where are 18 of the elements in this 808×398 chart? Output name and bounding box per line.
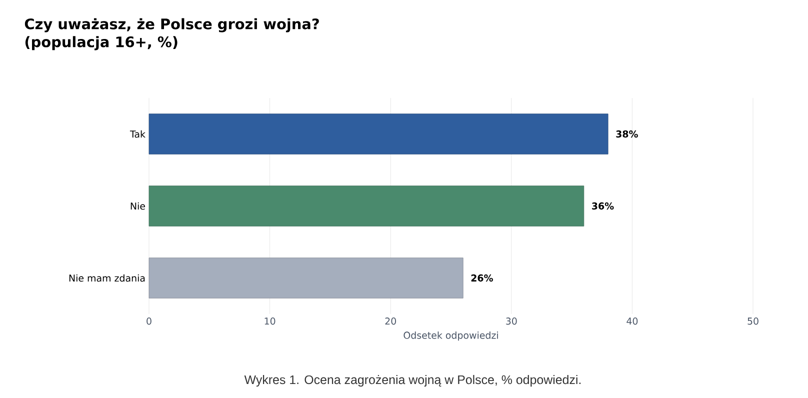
x-axis-title: Odsetek odpowiedzi xyxy=(404,332,498,341)
x-tick-label: 10 xyxy=(264,318,276,325)
x-tick-label: 20 xyxy=(385,318,396,325)
data-label: 38% xyxy=(616,130,638,138)
bar xyxy=(148,186,584,226)
x-tick-label: 40 xyxy=(626,318,638,325)
x-tick-label: 50 xyxy=(748,318,758,325)
bar xyxy=(148,114,608,154)
chart-title: Czy uważasz, że Polsce grozi wojna? (populacja 16+, %) xyxy=(24,18,319,50)
text: Wykres 1. Ocena zagrożenia wojną w Polsce, % odpowiedzi. xyxy=(244,374,581,387)
y-tick-label: Tak xyxy=(130,130,146,138)
data-label: 36% xyxy=(592,202,614,210)
bar xyxy=(148,258,464,298)
x-tick-label: 0 xyxy=(146,318,152,325)
data-label: 26% xyxy=(471,274,493,282)
y-tick-label: Nie mam zdania xyxy=(69,274,145,282)
y-tick-label: Nie xyxy=(130,202,145,210)
x-tick-label: 30 xyxy=(506,318,517,325)
